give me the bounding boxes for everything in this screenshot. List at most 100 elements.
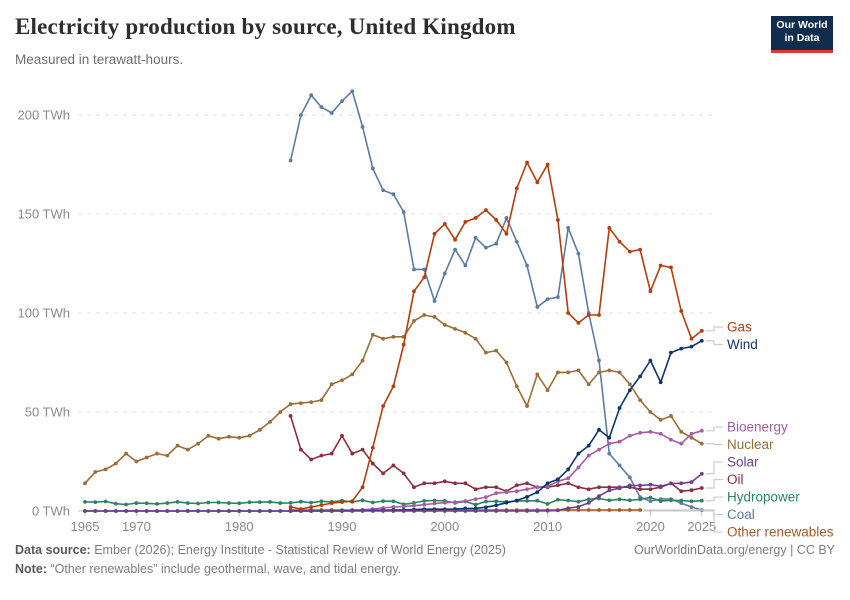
attribution-link[interactable]: OurWorldinData.org/energy | CC BY: [633, 543, 835, 557]
data-point: [247, 433, 252, 438]
data-point: [586, 453, 591, 458]
data-point: [576, 499, 581, 504]
data-point: [627, 249, 632, 254]
data-point: [268, 420, 272, 424]
data-point: [412, 509, 416, 513]
legend-connector: [705, 461, 723, 475]
legend-label-wind[interactable]: Wind: [727, 337, 758, 352]
data-point: [134, 459, 139, 464]
data-point: [525, 495, 529, 499]
data-point: [453, 509, 457, 513]
data-point: [494, 218, 499, 222]
data-point: [535, 498, 540, 503]
data-point: [566, 225, 571, 230]
data-point: [504, 500, 509, 505]
data-point: [453, 481, 457, 486]
data-point: [432, 231, 437, 236]
data-point: [288, 158, 293, 163]
data-point: [216, 436, 221, 441]
data-point: [525, 499, 529, 503]
chart-footer: Data source: Ember (2026); Energy Instit…: [15, 543, 835, 576]
data-point: [278, 501, 283, 505]
data-point: [185, 501, 190, 505]
data-point: [576, 508, 581, 512]
legend-label-other-renewables[interactable]: Other renewables: [727, 525, 834, 540]
data-point: [206, 433, 211, 438]
data-point: [607, 488, 612, 493]
data-point: [525, 160, 529, 165]
data-point: [627, 382, 632, 387]
x-tick-label: 2000: [430, 519, 459, 534]
data-point: [555, 218, 560, 222]
legend-connector: [705, 426, 723, 432]
data-point: [679, 489, 684, 494]
data-point: [257, 500, 262, 504]
data-point: [494, 509, 499, 513]
data-point: [340, 99, 344, 104]
data-point: [432, 481, 437, 486]
legend-label-hydropower[interactable]: Hydropower: [727, 490, 800, 505]
data-point: [370, 332, 375, 337]
data-point: [555, 370, 560, 375]
data-point: [370, 509, 375, 513]
data-point: [597, 447, 601, 452]
data-point: [453, 237, 457, 242]
data-point: [617, 463, 622, 468]
data-point: [597, 494, 601, 499]
data-point: [679, 481, 684, 486]
data-point: [144, 501, 149, 506]
data-point: [155, 509, 159, 513]
data-point: [576, 451, 581, 456]
data-point: [196, 441, 200, 446]
data-point: [648, 495, 653, 500]
data-point: [689, 336, 694, 341]
data-point: [494, 241, 499, 246]
legend-label-nuclear[interactable]: Nuclear: [727, 437, 774, 452]
data-point: [566, 506, 571, 511]
data-point: [679, 346, 684, 351]
data-point: [535, 372, 540, 377]
data-point: [83, 499, 87, 504]
data-point: [442, 500, 447, 505]
data-point: [597, 485, 601, 490]
data-point: [93, 500, 98, 504]
data-point: [648, 358, 653, 363]
data-point: [227, 509, 231, 513]
data-point: [545, 162, 550, 167]
data-point: [566, 476, 571, 481]
data-point: [555, 497, 560, 502]
data-point: [545, 484, 550, 489]
note-label: Note:: [15, 562, 47, 576]
series-line-coal: [289, 90, 703, 511]
data-point: [669, 437, 673, 442]
data-point: [391, 509, 396, 513]
data-point: [196, 501, 200, 506]
data-point: [699, 328, 704, 333]
data-point: [319, 398, 324, 403]
data-point: [566, 481, 571, 486]
legend-label-coal[interactable]: Coal: [727, 507, 755, 522]
data-point: [607, 508, 612, 512]
data-point: [432, 509, 437, 513]
data-point: [216, 509, 221, 513]
data-point: [617, 406, 622, 410]
data-point: [586, 508, 591, 512]
data-point: [278, 509, 283, 513]
legend-label-gas[interactable]: Gas: [727, 320, 752, 335]
data-point: [422, 481, 427, 486]
data-point: [298, 447, 303, 452]
data-point: [422, 499, 427, 503]
data-point: [484, 350, 488, 355]
data-point: [340, 378, 344, 383]
data-point: [463, 481, 468, 486]
data-point: [576, 465, 581, 470]
data-point: [175, 509, 180, 513]
legend-label-bioenergy[interactable]: Bioenergy: [727, 420, 788, 435]
data-point: [360, 498, 365, 503]
legend-label-oil[interactable]: Oil: [727, 472, 744, 487]
data-point: [607, 225, 612, 230]
data-point: [627, 498, 632, 503]
legend-label-solar[interactable]: Solar: [727, 455, 759, 470]
data-point: [525, 481, 529, 486]
data-point: [699, 428, 704, 433]
